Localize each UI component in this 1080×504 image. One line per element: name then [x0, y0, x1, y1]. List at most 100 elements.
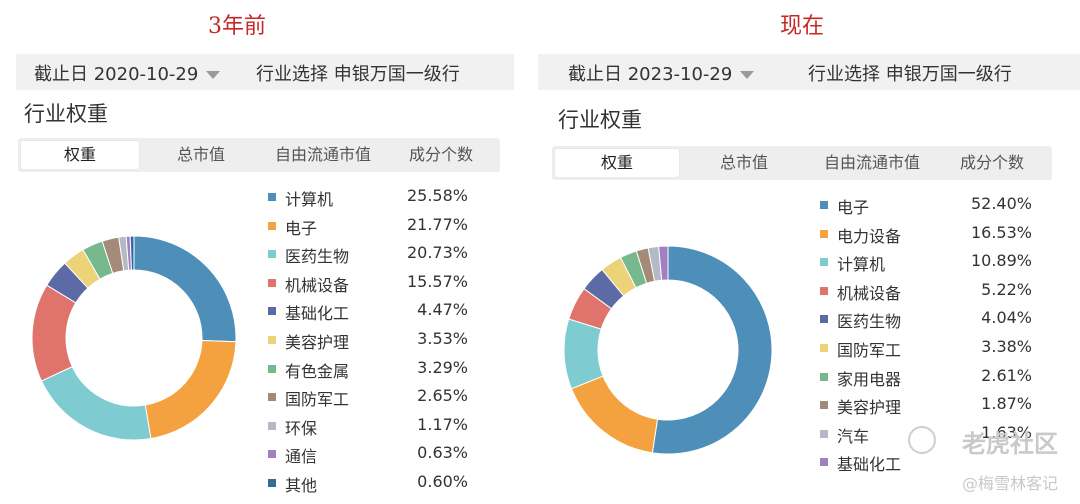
- legend-weight-percent: 20.73%: [406, 243, 468, 263]
- legend-item[interactable]: 家用电器 2.61%: [820, 366, 1032, 395]
- legend-weight-percent: 0.60%: [417, 471, 468, 491]
- donut-slice-3[interactable]: [40, 365, 152, 441]
- tab-constituent-count[interactable]: 成分个数: [959, 153, 1024, 172]
- legend-swatch: [268, 221, 276, 230]
- heading-now: 现在: [780, 14, 825, 39]
- legend-industry-name: 有色金属: [285, 361, 350, 381]
- legend-weight-percent: 2.61%: [981, 365, 1032, 385]
- legend-industry-name: 计算机: [285, 190, 334, 209]
- legend-weight-percent: 10.89%: [970, 251, 1032, 271]
- donut-slice-2[interactable]: [144, 339, 237, 440]
- legend-weight-percent: 3.53%: [417, 328, 468, 348]
- legend-industry-name: 国防军工: [285, 390, 350, 410]
- date-selector[interactable]: 截止日 2020-10-29: [34, 60, 221, 86]
- legend-item[interactable]: 基础化工: [820, 451, 1032, 480]
- industry-label: 行业选择 申银万国一级行: [256, 64, 460, 85]
- legend-item[interactable]: 计算机 10.89%: [820, 251, 1032, 280]
- legend-industry-name: 机械设备: [285, 275, 350, 295]
- legend-industry-name: 电力设备: [837, 226, 902, 246]
- date-label: 截止日 2020-10-29: [34, 64, 199, 85]
- legend-industry-name: 电子: [285, 218, 318, 238]
- industry-selector[interactable]: 行业选择 申银万国一级行: [808, 60, 1012, 86]
- legend-item[interactable]: 国防军工 3.38%: [820, 337, 1032, 366]
- legend-item[interactable]: 电子 21.77%: [268, 215, 468, 244]
- legend-swatch: [268, 364, 276, 373]
- legend-swatch: [820, 201, 828, 209]
- legend-industry-name: 医药生物: [285, 247, 350, 267]
- tab-bar: 权重 总市值 自由流通市值 成分个数: [18, 138, 500, 172]
- legend-industry-name: 基础化工: [837, 455, 902, 475]
- legend-swatch: [268, 250, 276, 259]
- legend-item[interactable]: 有色金属 3.29%: [268, 358, 468, 387]
- legend-swatch: [820, 229, 828, 238]
- legend-weight-percent: 5.22%: [981, 279, 1032, 299]
- legend-item[interactable]: 美容护理 1.87%: [820, 394, 1032, 423]
- donut-slice-3[interactable]: [563, 318, 604, 390]
- legend-item[interactable]: 电子 52.40%: [820, 194, 1032, 223]
- legend-swatch: [268, 278, 276, 287]
- legend-swatch: [820, 458, 828, 467]
- legend-weight-percent: 3.29%: [417, 357, 468, 377]
- panel-2023: 截止日 2023-10-29 行业选择 申银万国一级行 行业权重 权重 总市值 …: [538, 54, 1080, 504]
- tab-constituent-count[interactable]: 成分个数: [408, 145, 473, 164]
- donut-slice-2[interactable]: [570, 375, 659, 454]
- legend-swatch: [268, 335, 276, 344]
- tab-free-float-market-cap[interactable]: 自由流通市值: [274, 145, 371, 164]
- donut-slice-4[interactable]: [31, 284, 77, 382]
- legend-swatch: [268, 421, 276, 430]
- legend-industry-name: 其他: [285, 475, 318, 495]
- legend-item[interactable]: 机械设备 5.22%: [820, 280, 1032, 309]
- legend-item[interactable]: 环保 1.17%: [268, 415, 468, 444]
- chevron-down-icon: [206, 71, 221, 79]
- legend-industry-name: 国防军工: [837, 340, 902, 360]
- legend-swatch: [820, 372, 828, 381]
- filter-bar: 截止日 2020-10-29 行业选择 申银万国一级行: [16, 54, 514, 90]
- legend-item[interactable]: 计算机 25.58%: [268, 186, 468, 215]
- tab-weight[interactable]: 权重: [21, 141, 139, 169]
- legend-industry-name: 通信: [285, 447, 318, 467]
- donut-slice-1[interactable]: [133, 235, 237, 343]
- legend-swatch: [820, 258, 828, 267]
- legend-weight-percent: 1.63%: [981, 422, 1032, 442]
- donut-slice-1[interactable]: [651, 245, 773, 455]
- legend-item[interactable]: 机械设备 15.57%: [268, 272, 468, 301]
- legend-item[interactable]: 其他 0.60%: [268, 472, 468, 501]
- legend-industry-name: 汽车: [837, 426, 870, 446]
- industry-label: 行业选择 申银万国一级行: [808, 64, 1012, 85]
- tab-weight[interactable]: 权重: [555, 149, 679, 177]
- weight-donut-chart: [31, 235, 237, 441]
- tab-free-float-market-cap[interactable]: 自由流通市值: [823, 153, 920, 172]
- legend-swatch: [820, 401, 828, 410]
- legend-weight-percent: 21.77%: [406, 214, 468, 234]
- weight-legend: 电子 52.40% 电力设备 16.53% 计算机 10.89% 机械设备 5.22% 医药生物…: [820, 194, 1032, 480]
- legend-swatch: [820, 429, 828, 438]
- section-title: 行业权重: [558, 108, 642, 132]
- legend-item[interactable]: 美容护理 3.53%: [268, 329, 468, 358]
- legend-item[interactable]: 通信 0.63%: [268, 443, 468, 472]
- donut-slice-10[interactable]: [658, 245, 669, 281]
- legend-weight-percent: 2.65%: [417, 386, 468, 406]
- industry-weight-card: 行业权重 权重 总市值 自由流通市值 成分个数 计算机 25.58% 电子 21.77…: [16, 90, 514, 504]
- legend-weight-percent: 16.53%: [970, 222, 1032, 242]
- panel-2020: 截止日 2020-10-29 行业选择 申银万国一级行 行业权重 权重 总市值 …: [16, 54, 514, 504]
- legend-swatch: [268, 307, 276, 316]
- donut-slice-11[interactable]: [129, 235, 135, 271]
- tab-total-market-cap[interactable]: 总市值: [719, 153, 768, 172]
- legend-item[interactable]: 医药生物 20.73%: [268, 243, 468, 272]
- legend-swatch: [268, 193, 276, 201]
- tab-total-market-cap[interactable]: 总市值: [176, 145, 225, 164]
- legend-weight-percent: 1.87%: [981, 394, 1032, 414]
- legend-industry-name: 环保: [285, 418, 318, 438]
- legend-industry-name: 机械设备: [837, 283, 902, 303]
- legend-item[interactable]: 汽车 1.63%: [820, 423, 1032, 452]
- legend-item[interactable]: 国防军工 2.65%: [268, 386, 468, 415]
- legend-item[interactable]: 医药生物 4.04%: [820, 308, 1032, 337]
- legend-weight-percent: 4.04%: [981, 308, 1032, 328]
- legend-item[interactable]: 电力设备 16.53%: [820, 223, 1032, 252]
- legend-item[interactable]: 基础化工 4.47%: [268, 300, 468, 329]
- watermark-logo-icon: [908, 426, 936, 454]
- legend-industry-name: 美容护理: [837, 398, 902, 418]
- legend-swatch: [268, 478, 276, 487]
- date-selector[interactable]: 截止日 2023-10-29: [568, 60, 755, 86]
- industry-selector[interactable]: 行业选择 申银万国一级行: [256, 60, 460, 86]
